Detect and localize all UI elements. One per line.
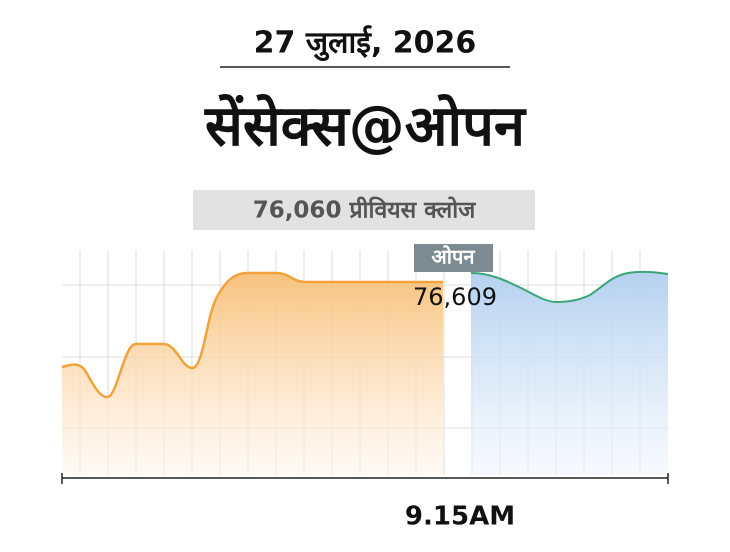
subtitle: 76,060 प्रीवियस क्लोज bbox=[253, 196, 477, 224]
open-label-box bbox=[414, 244, 493, 272]
open-label: ओपन bbox=[432, 245, 476, 269]
date: 27 जुलाई, 2026 bbox=[254, 25, 477, 62]
pre-open-line bbox=[61, 271, 443, 399]
open-line bbox=[470, 270, 669, 304]
open-area bbox=[471, 271, 668, 475]
chart-title: सेंसेक्स@ओपन bbox=[204, 93, 527, 159]
subtitle-box bbox=[193, 190, 535, 230]
open-value: 76,609 bbox=[413, 283, 497, 311]
pre-open-area bbox=[62, 273, 443, 475]
x-axis-label: 9.15AM bbox=[405, 502, 515, 532]
